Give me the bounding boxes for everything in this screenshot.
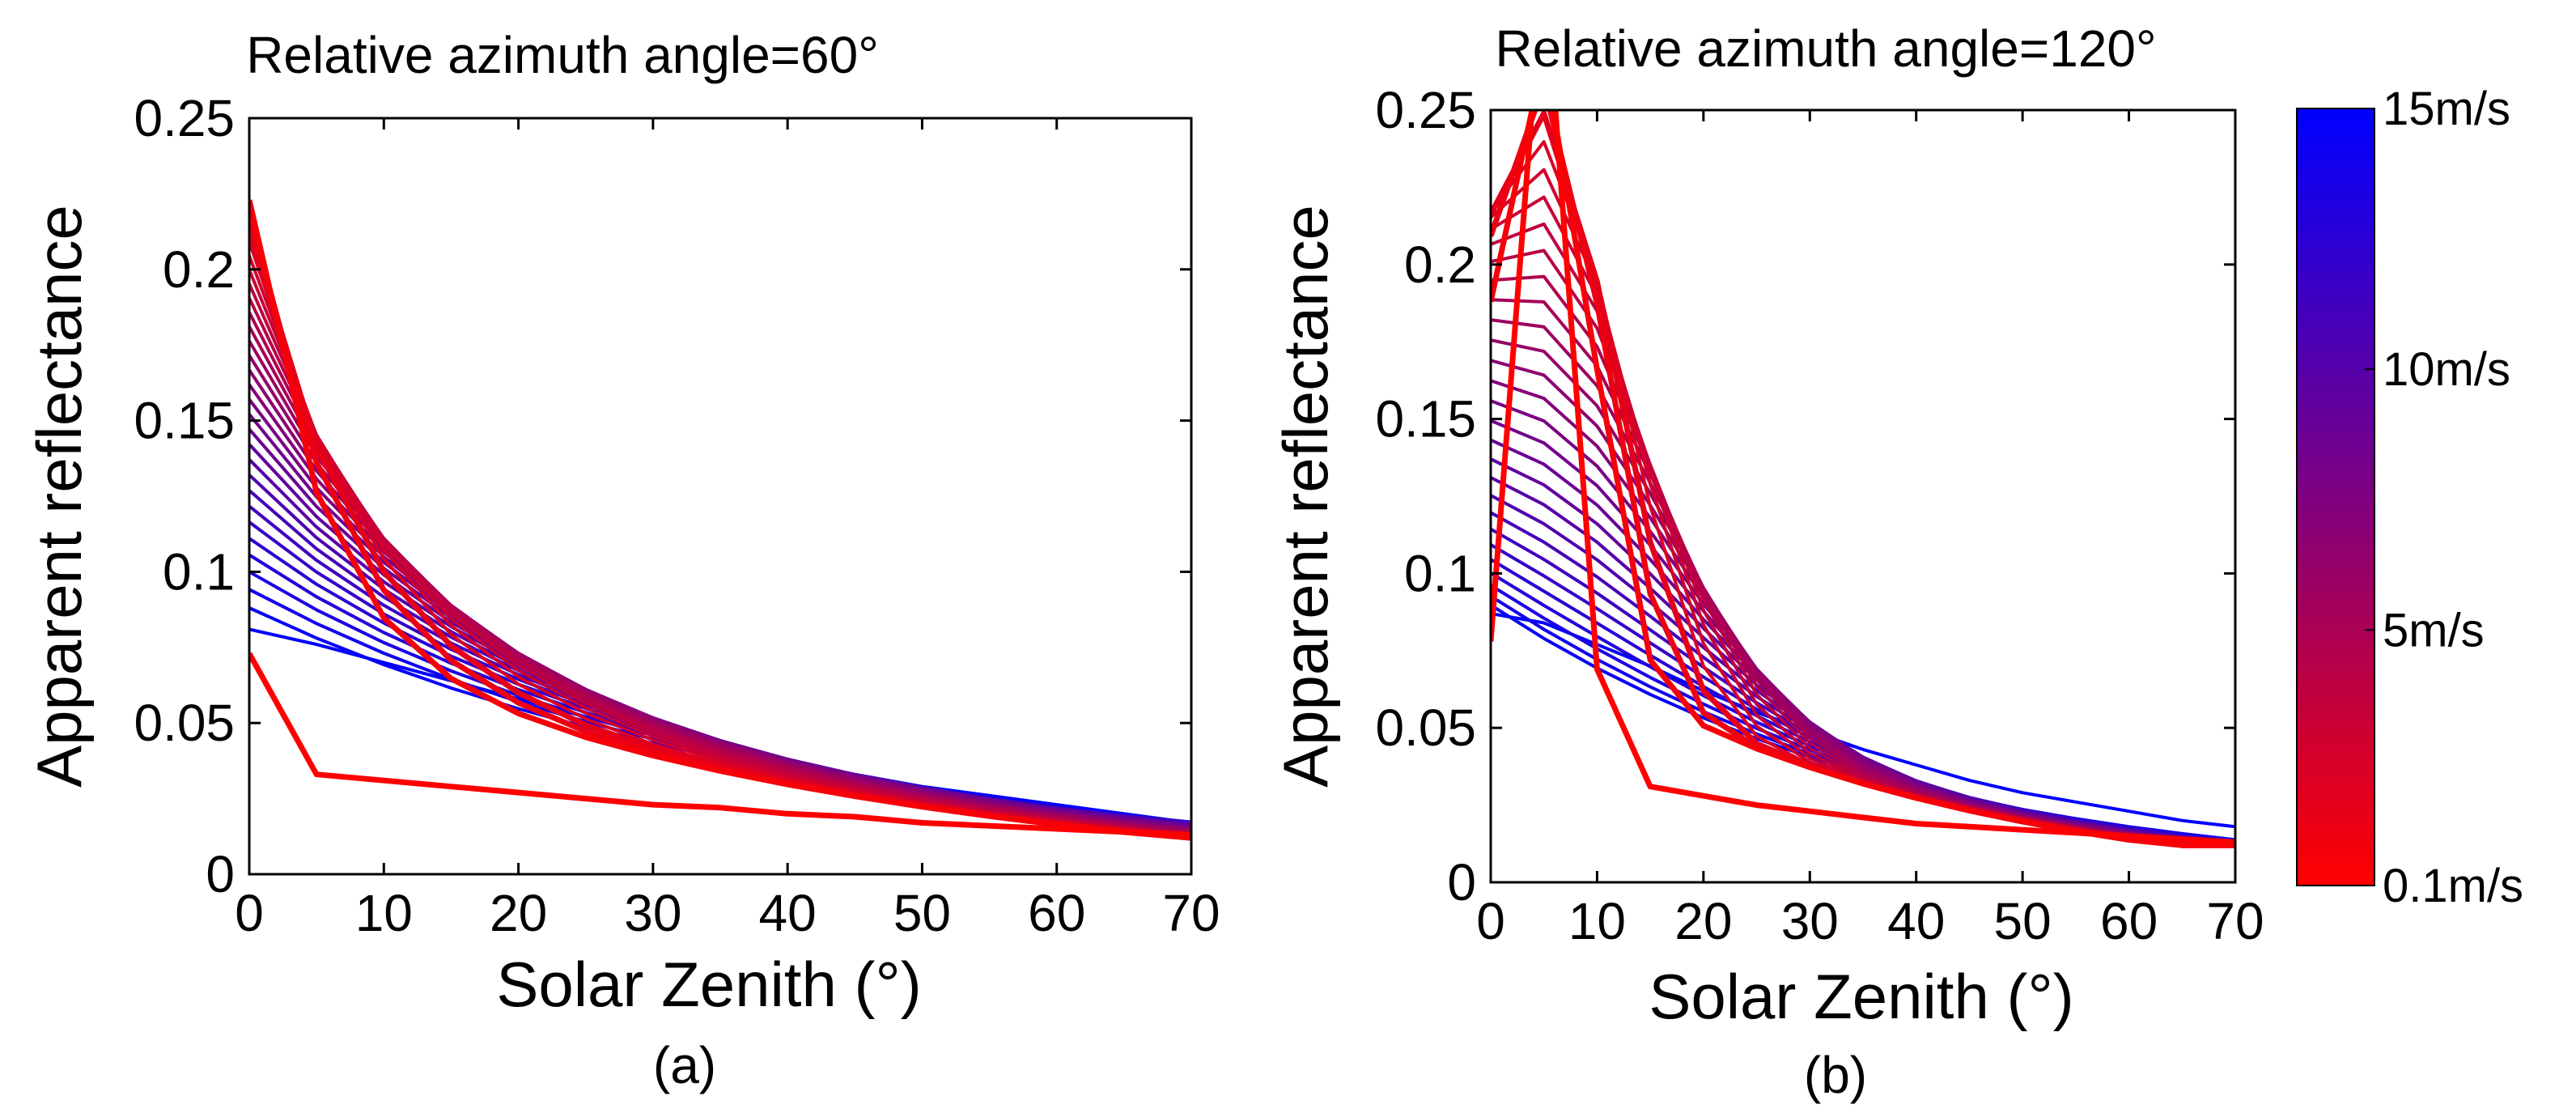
y-tick-label: 0.2 <box>1404 236 1476 294</box>
panel-caption: (a) <box>653 1036 716 1094</box>
x-tick-label: 70 <box>2206 892 2264 950</box>
panel-caption: (b) <box>1804 1046 1867 1104</box>
colorbar-label: 15m/s <box>2383 83 2510 135</box>
axes-box <box>248 117 1193 876</box>
axis-ticks: 0 10 20 30 40 50 60 70 0 0.05 0.1 0.15 0.2 0.25 <box>1375 81 2264 950</box>
x-tick-label: 50 <box>893 884 951 942</box>
x-tick-label: 70 <box>1162 884 1220 942</box>
series-line <box>249 652 1191 838</box>
y-tick-label: 0.25 <box>134 89 235 147</box>
series-lines <box>1491 110 2235 848</box>
x-tick-label: 50 <box>1994 892 2052 950</box>
x-tick-label: 0 <box>1476 892 1505 950</box>
x-tick-label: 30 <box>624 884 681 942</box>
x-tick-label: 40 <box>759 884 817 942</box>
y-tick-label: 0.15 <box>1375 390 1476 448</box>
y-tick-label: 0 <box>1447 853 1476 911</box>
x-tick-label: 10 <box>1568 892 1626 950</box>
x-tick-label: 60 <box>2100 892 2158 950</box>
x-tick-label: 30 <box>1781 892 1839 950</box>
colorbar-gradient <box>2296 108 2375 886</box>
plot-area <box>1491 110 2235 882</box>
y-tick-label: 0.05 <box>134 694 235 752</box>
series-lines <box>249 199 1191 841</box>
colorbar-label: 0.1m/s <box>2383 860 2523 912</box>
x-tick-label: 20 <box>490 884 547 942</box>
series-line <box>1491 612 2235 829</box>
chart-title: Relative azimuth angle=120° <box>1495 19 2156 78</box>
panel-b: Relative azimuth angle=120° 0 10 20 30 40 50 6… <box>1270 19 2264 1104</box>
x-tick-label: 10 <box>355 884 413 942</box>
y-axis-label: Apparent reflectance <box>1270 205 1341 788</box>
y-tick-label: 0.15 <box>134 392 235 450</box>
colorbar-label: 5m/s <box>2383 604 2485 656</box>
y-axis-label: Apparent reflectance <box>23 205 95 788</box>
y-tick-label: 0.2 <box>163 240 235 299</box>
colorbar-label: 10m/s <box>2383 343 2510 396</box>
x-axis-label: Solar Zenith (°) <box>496 949 921 1020</box>
colorbar: 15m/s 10m/s 5m/s 0.1m/s <box>2296 83 2523 912</box>
panel-a: Relative azimuth angle=60° 0 10 20 30 40 50 60… <box>23 26 1220 1094</box>
y-tick-label: 0.05 <box>1375 699 1476 757</box>
axes-box <box>1489 108 2237 884</box>
x-axis-label: Solar Zenith (°) <box>1649 961 2073 1032</box>
series-line <box>1491 110 2235 845</box>
y-tick-label: 0.1 <box>163 542 235 601</box>
x-tick-label: 60 <box>1028 884 1085 942</box>
colorbar-ticks: 15m/s 10m/s 5m/s 0.1m/s <box>2365 83 2523 912</box>
axis-ticks: 0 10 20 30 40 50 60 70 0 0.05 0.1 0.15 0.2 0.25 <box>134 89 1220 942</box>
chart-title: Relative azimuth angle=60° <box>246 26 879 84</box>
y-tick-label: 0.1 <box>1404 544 1476 602</box>
y-tick-label: 0.25 <box>1375 81 1476 139</box>
x-tick-label: 20 <box>1674 892 1732 950</box>
x-tick-label: 40 <box>1887 892 1945 950</box>
y-tick-label: 0 <box>206 845 235 903</box>
x-tick-label: 0 <box>235 884 264 942</box>
series-line <box>249 199 1191 841</box>
